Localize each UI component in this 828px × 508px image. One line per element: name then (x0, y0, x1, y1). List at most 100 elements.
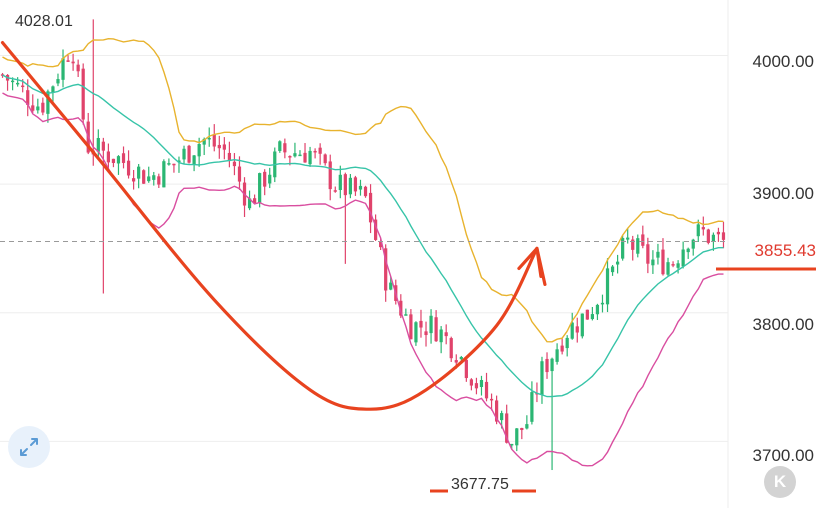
candle-body-32 (162, 161, 166, 188)
candle-body-14 (71, 61, 75, 64)
candle-body-131 (661, 249, 665, 275)
candle-body-40 (202, 138, 206, 145)
candle-body-83 (419, 320, 423, 328)
candle-body-13 (66, 60, 70, 62)
candle-body-95 (479, 380, 484, 388)
candle-body-104 (525, 424, 529, 429)
candle-body-98 (494, 400, 499, 422)
candle-body-43 (217, 144, 221, 149)
candle-body-81 (409, 314, 413, 340)
candle-body-27 (137, 166, 141, 179)
bollinger-middle-line (2, 74, 724, 398)
k-button[interactable]: K (764, 466, 796, 498)
candle-body-140 (706, 229, 710, 243)
candle-body-9 (46, 91, 50, 114)
candle-body-56 (283, 143, 287, 153)
candle-body-75 (379, 241, 383, 248)
candle-body-11 (56, 79, 60, 84)
candle-body-105 (530, 392, 534, 422)
candle-body-7 (36, 106, 40, 111)
candle-body-119 (600, 302, 605, 305)
candle-body-30 (152, 175, 156, 180)
candle-body-136 (686, 248, 690, 253)
candle-body-37 (187, 145, 191, 163)
k-letter-icon: K (773, 472, 787, 491)
candle-body-34 (172, 163, 176, 166)
candle-body-82 (414, 322, 418, 343)
candle-body-111 (560, 345, 564, 352)
candle-body-26 (131, 178, 136, 182)
candle-body-77 (389, 282, 393, 290)
candle-body-125 (631, 239, 635, 250)
candle-body-72 (363, 186, 368, 197)
candle-body-118 (595, 304, 600, 315)
candle-body-94 (474, 383, 479, 389)
candle-body-66 (333, 190, 337, 192)
candle-body-31 (157, 176, 161, 185)
candle-body-143 (721, 232, 726, 240)
candle-body-4 (21, 85, 25, 88)
candle-body-61 (308, 150, 312, 165)
candle-body-80 (404, 314, 408, 316)
candle-body-120 (605, 268, 610, 305)
bollinger-upper-line (2, 37, 724, 343)
candle-body-68 (343, 174, 347, 196)
candle-body-44 (222, 144, 226, 150)
candle-body-86 (434, 317, 438, 342)
candle-body-55 (278, 141, 282, 151)
candle-body-142 (716, 231, 721, 235)
candle-body-97 (489, 398, 494, 401)
candle-body-114 (575, 326, 579, 333)
candle-body-33 (167, 163, 171, 165)
candle-body-90 (454, 360, 458, 363)
candle-body-50 (252, 198, 257, 203)
candle-body-79 (399, 300, 403, 316)
candle-body-134 (676, 263, 680, 268)
candle-body-35 (177, 160, 181, 163)
candle-body-15 (76, 64, 80, 72)
candle-body-45 (227, 152, 232, 161)
candle-body-100 (505, 413, 509, 443)
candle-body-41 (207, 137, 211, 140)
candle-body-107 (540, 361, 544, 395)
candle-body-62 (313, 150, 317, 153)
candle-body-139 (701, 227, 705, 230)
candle-body-25 (126, 160, 131, 176)
candle-body-91 (459, 356, 463, 360)
candle-body-101 (510, 443, 514, 446)
candle-body-113 (570, 322, 574, 339)
candle-body-5 (26, 90, 30, 105)
candle-body-22 (111, 158, 116, 164)
candle-body-127 (641, 234, 645, 246)
candle-body-19 (96, 138, 100, 152)
candle-body-84 (424, 331, 428, 336)
expand-arrows-icon (20, 438, 38, 456)
candle-body-89 (449, 338, 453, 359)
y-tick-label-3900: 3900.00 (752, 184, 814, 203)
candle-body-64 (323, 154, 327, 164)
candle-body-93 (469, 379, 474, 386)
candle-body-16 (81, 68, 85, 120)
candle-body-109 (550, 358, 554, 372)
candle-body-123 (621, 238, 625, 259)
candle-body-115 (580, 313, 584, 337)
candle-body-138 (696, 224, 700, 237)
candle-body-57 (288, 156, 292, 158)
candle-body-128 (646, 244, 650, 264)
candle-body-36 (182, 148, 186, 160)
candle-body-141 (711, 234, 716, 242)
drawn-trend-curve (0, 40, 539, 411)
candle-body-108 (545, 358, 549, 373)
candle-body-70 (353, 177, 358, 192)
candle-body-116 (585, 309, 589, 320)
candle-body-59 (298, 154, 302, 157)
high-annotation-label: 4028.01 (12, 13, 76, 31)
candle-body-76 (384, 248, 388, 291)
expand-button[interactable] (8, 426, 50, 468)
candle-body-2 (10, 80, 15, 83)
y-tick-label-3800: 3800.00 (752, 315, 814, 334)
candle-body-29 (147, 176, 151, 182)
candle-body-126 (636, 238, 640, 254)
drawn-arrow-tail (535, 246, 547, 287)
